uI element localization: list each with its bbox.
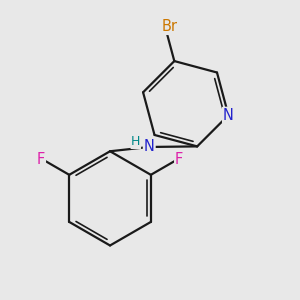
Text: F: F [37,152,45,167]
Text: F: F [175,152,183,167]
Text: N: N [144,140,155,154]
Text: Br: Br [162,19,178,34]
Text: N: N [223,108,234,123]
Text: H: H [131,135,140,148]
